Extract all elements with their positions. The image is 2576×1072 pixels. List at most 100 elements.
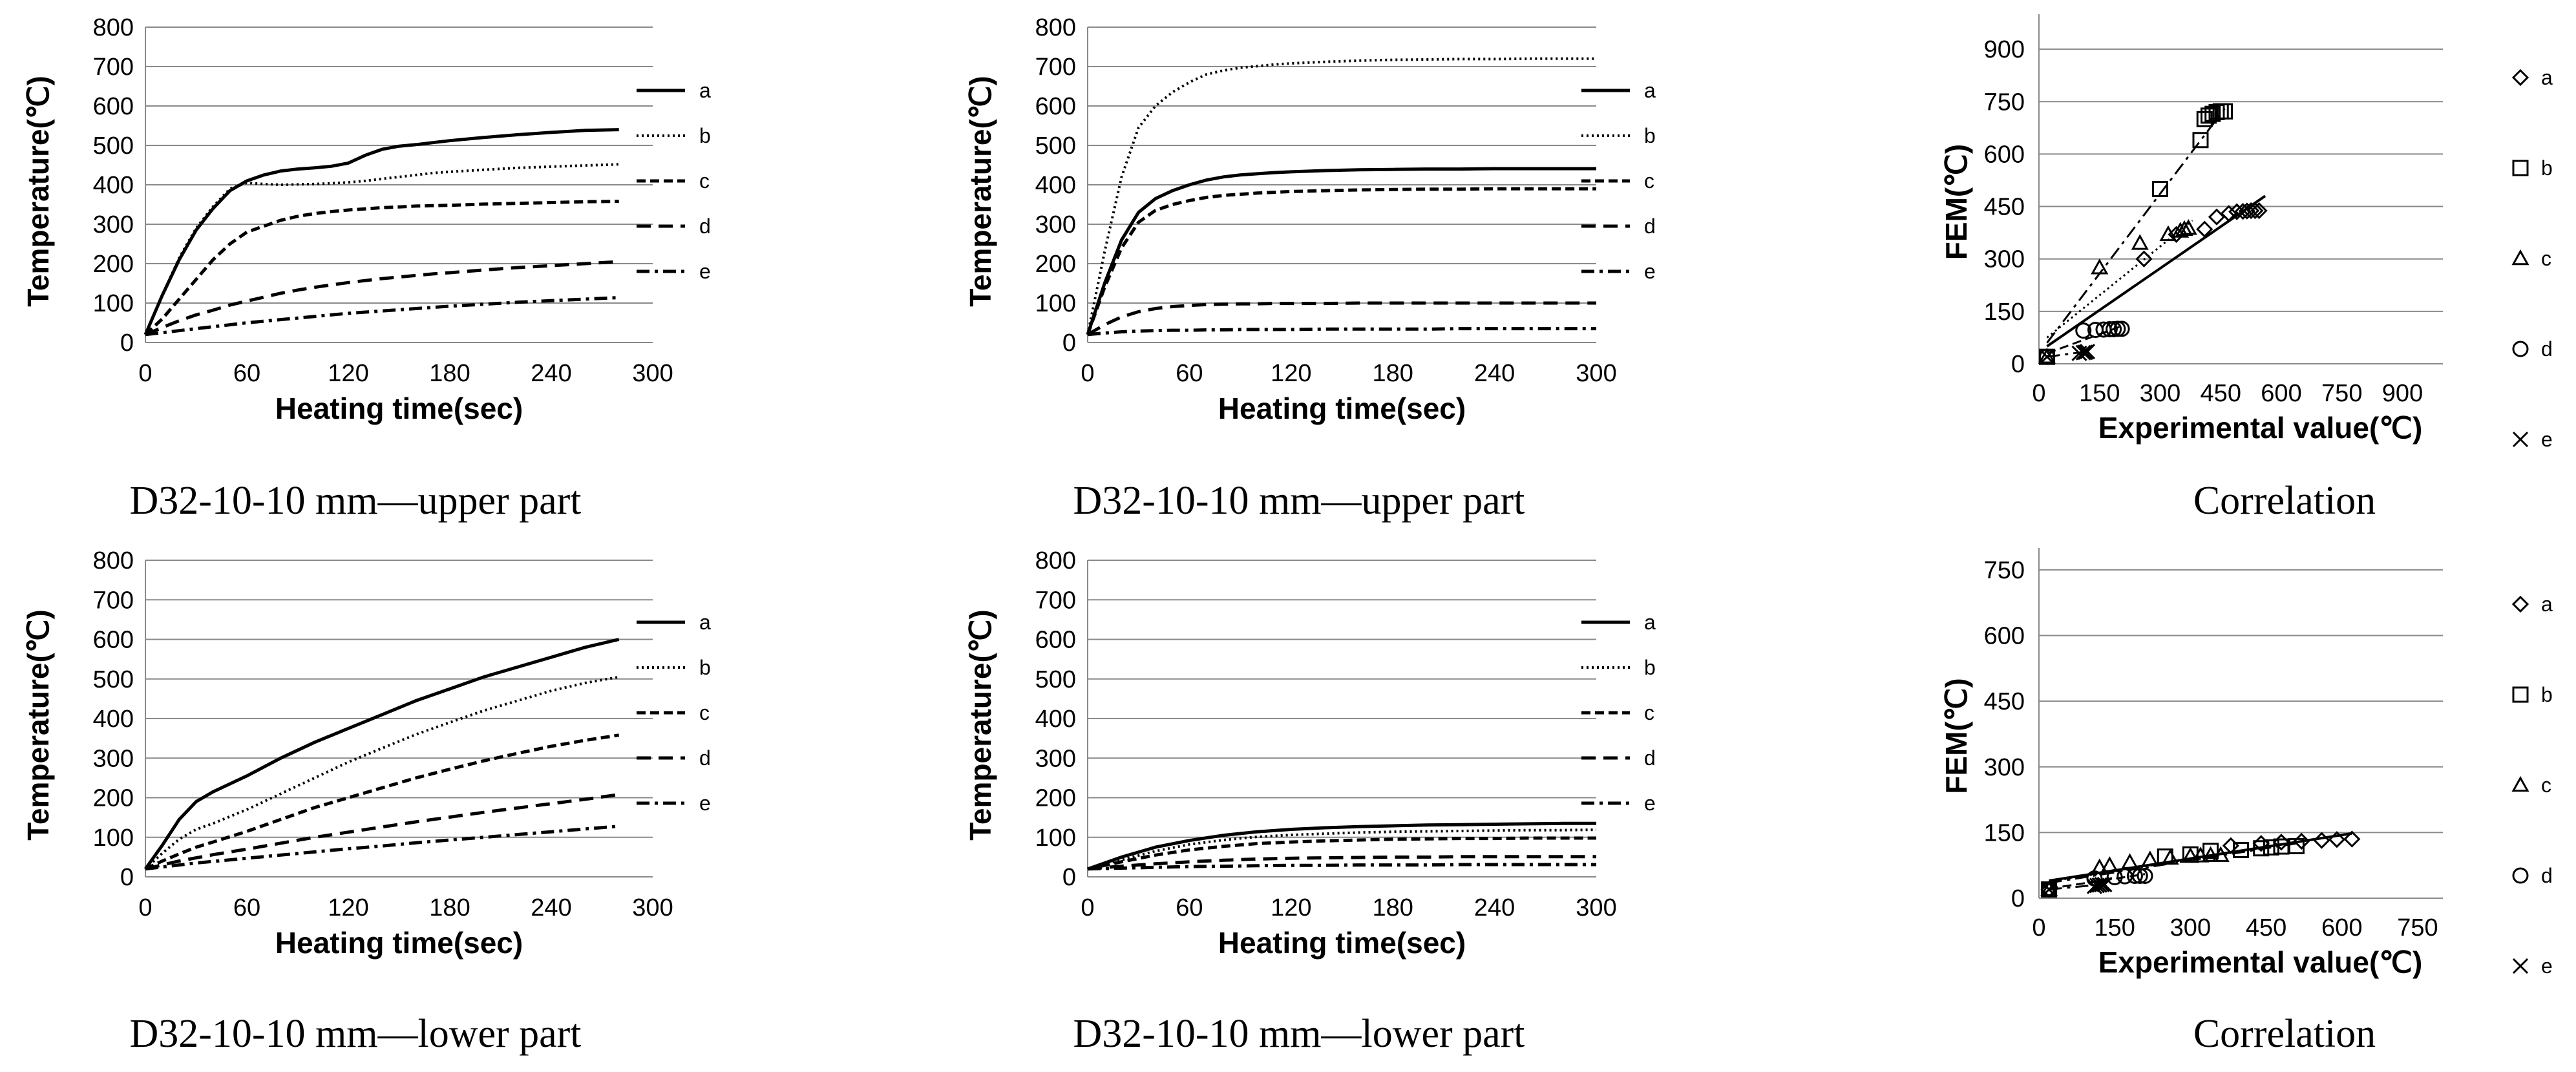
legend-label-e: e — [2541, 428, 2553, 451]
legend-label-e: e — [2541, 954, 2553, 978]
series-line-d — [145, 260, 619, 337]
point-a — [2208, 208, 2226, 226]
y-tick-label: 800 — [1035, 547, 1076, 574]
y-tick-label: 200 — [93, 251, 134, 278]
point-a — [2220, 205, 2237, 222]
x-tick-label: 300 — [632, 360, 673, 387]
y-tick-label: 600 — [93, 627, 134, 654]
point-b — [2152, 181, 2168, 197]
legend-label-b: b — [2541, 683, 2553, 706]
point-b — [2192, 132, 2209, 149]
x-axis-label: Experimental value(℃) — [2098, 945, 2423, 979]
point-e — [2039, 349, 2055, 365]
x-tick-label: 120 — [328, 360, 368, 387]
series-line-c — [144, 733, 620, 871]
x-tick-label: 750 — [2397, 914, 2438, 941]
y-tick-label: 750 — [1984, 557, 2025, 584]
point-e — [2079, 344, 2096, 360]
x-tick-label: 60 — [1176, 360, 1203, 387]
legend-label-a: a — [699, 79, 711, 102]
y-tick-label: 300 — [1035, 745, 1076, 772]
y-tick-label: 600 — [93, 93, 134, 120]
point-a — [2246, 202, 2264, 220]
x-axis-label: Heating time(sec) — [1218, 392, 1466, 425]
legend-label-a: a — [699, 611, 711, 634]
x-axis-label: Heating time(sec) — [275, 926, 523, 960]
x-tick-label: 150 — [2094, 914, 2135, 941]
series-line-b — [1086, 57, 1596, 335]
point-a — [2135, 250, 2153, 268]
panel-caption: D32-10-10 mm—upper part — [129, 479, 581, 523]
x-tick-label: 0 — [2032, 914, 2045, 941]
y-tick-label: 0 — [120, 330, 134, 357]
series-line-a — [143, 128, 619, 335]
point-c — [2175, 220, 2193, 236]
point-c — [2038, 348, 2056, 364]
x-tick-label: 0 — [138, 360, 152, 387]
x-tick-label: 450 — [2246, 914, 2286, 941]
legend-label-c: c — [699, 701, 710, 724]
point-a — [2313, 832, 2330, 849]
series-line-a — [1087, 821, 1596, 871]
chart-3 — [2038, 14, 2529, 448]
x-tick-label: 300 — [1576, 894, 1616, 921]
legend-marker-e — [2512, 958, 2529, 974]
y-tick-label: 400 — [93, 172, 134, 199]
y-tick-label: 800 — [93, 14, 134, 41]
legend-label-a: a — [1644, 79, 1656, 102]
panel-caption: Correlation — [2193, 479, 2376, 523]
x-tick-label: 180 — [1372, 360, 1413, 387]
legend-label-d: d — [1644, 215, 1656, 238]
legend-label-e: e — [1644, 260, 1656, 283]
chart-4 — [143, 560, 685, 878]
y-tick-label: 200 — [1035, 251, 1076, 278]
series-line-e — [1087, 863, 1596, 871]
point-d — [2039, 348, 2055, 365]
point-d — [2131, 867, 2148, 884]
y-tick-label: 0 — [1062, 864, 1076, 891]
point-c — [2161, 848, 2179, 865]
x-tick-label: 120 — [1271, 360, 1311, 387]
y-tick-label: 700 — [1035, 587, 1076, 614]
y-tick-label: 700 — [93, 587, 134, 614]
point-d — [2041, 881, 2058, 898]
series-line-c — [144, 200, 619, 336]
point-c — [2181, 846, 2199, 863]
point-c — [2202, 846, 2220, 862]
legend-label-b: b — [2541, 156, 2553, 180]
legend-marker-b — [2512, 160, 2529, 176]
point-a — [2343, 830, 2361, 848]
trendline-c — [2049, 853, 2221, 883]
legend-marker-c — [2511, 775, 2529, 792]
y-axis-label: FEM(℃) — [1939, 678, 1973, 793]
x-tick-label: 750 — [2321, 380, 2362, 407]
series-line-b — [144, 675, 620, 870]
legend-label-a: a — [1644, 611, 1656, 634]
point-e — [2096, 876, 2113, 893]
point-b — [2217, 103, 2233, 120]
chart-2 — [1086, 26, 1630, 343]
y-tick-label: 600 — [1035, 627, 1076, 654]
point-d — [2109, 321, 2126, 337]
y-tick-label: 500 — [1035, 666, 1076, 693]
point-a — [2250, 202, 2268, 220]
series-line-e — [145, 825, 619, 871]
point-b — [2202, 843, 2219, 859]
x-tick-label: 0 — [1081, 360, 1094, 387]
panel-caption: D32-10-10 mm—lower part — [1073, 1012, 1525, 1056]
y-tick-label: 800 — [1035, 14, 1076, 41]
x-tick-label: 240 — [531, 894, 571, 921]
y-axis-label: Temperature(℃) — [964, 609, 997, 841]
legend-label-b: b — [699, 124, 711, 147]
legend-label-c: c — [1644, 169, 1654, 193]
y-tick-label: 150 — [1984, 299, 2025, 326]
point-c — [2179, 219, 2197, 235]
x-tick-label: 60 — [1176, 894, 1203, 921]
y-tick-label: 100 — [93, 825, 134, 852]
y-tick-label: 600 — [1984, 623, 2025, 650]
y-tick-label: 450 — [1984, 688, 2025, 715]
y-tick-label: 0 — [2011, 351, 2025, 378]
point-a — [2272, 834, 2290, 851]
y-tick-label: 0 — [120, 864, 134, 891]
legend-label-c: c — [2541, 247, 2551, 270]
